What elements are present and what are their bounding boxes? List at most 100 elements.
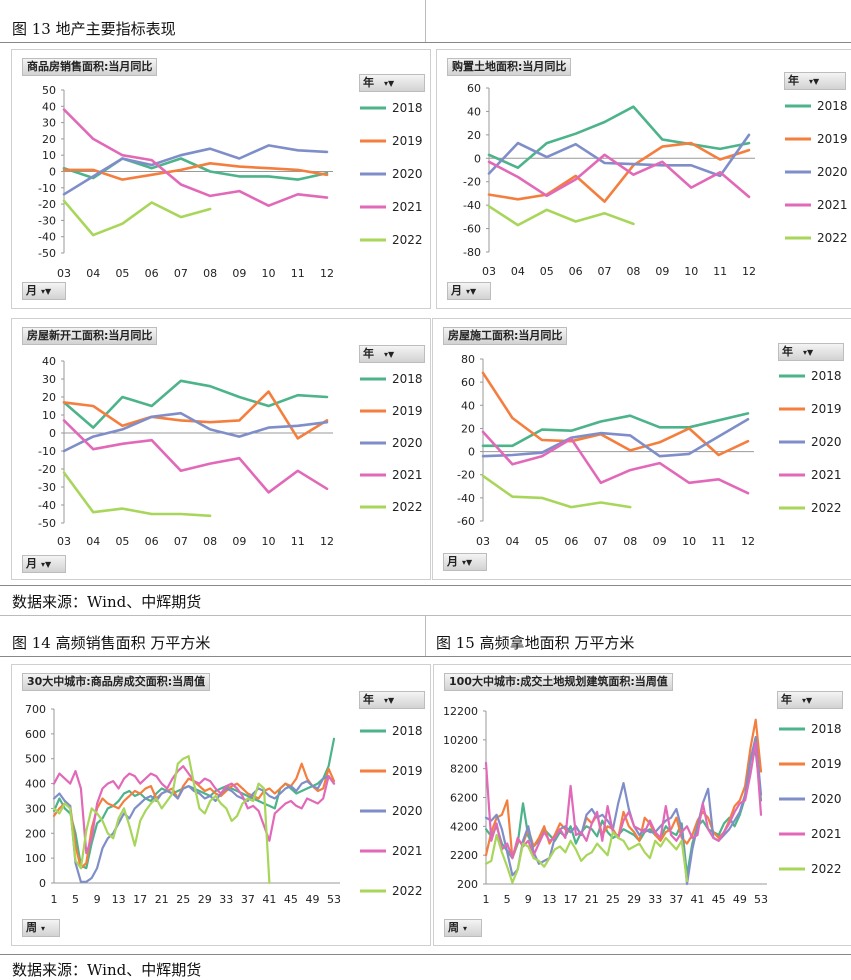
y-tick-label: -20	[457, 469, 475, 482]
legend-label-2018[interactable]: 2018	[392, 372, 423, 386]
legend-label-2022[interactable]: 2022	[811, 862, 842, 876]
x-tick-label: 07	[174, 535, 188, 548]
axis-month-filter-button[interactable]: 月 ▾▼	[447, 282, 491, 300]
series-line-2020	[484, 735, 763, 886]
series-line-2022	[62, 471, 212, 518]
x-tick-label: 11	[712, 535, 726, 548]
legend-label-2022[interactable]: 2022	[392, 233, 423, 247]
legend-label-2020[interactable]: 2020	[392, 436, 423, 450]
series-line-2022	[484, 831, 689, 884]
x-tick-label: 17	[133, 893, 147, 906]
weekly-land-chart: 12200 10200 8200 6200 4200 2200 200 1 5 9 13 17 21 25…	[443, 705, 842, 906]
legend-label-2018[interactable]: 2018	[392, 101, 423, 115]
legend-label-2022[interactable]: 2022	[817, 231, 848, 245]
legend-year-filter-button[interactable]: 年 ▾▼	[784, 72, 846, 90]
legend-year-filter-button[interactable]: 年 ▾▼	[359, 74, 425, 92]
legend-label-2018[interactable]: 2018	[811, 722, 842, 736]
chart-panel-land-purchase: 购置土地面积:当月同比 60 40 20 0 -20 -40 -60 -80 03 04 05 06 0…	[436, 49, 851, 309]
axis-week-filter-button[interactable]: 周 ▾	[22, 919, 60, 937]
axis-month-label: 月	[26, 557, 37, 570]
filter-funnel-icon: ▾▼	[384, 79, 395, 88]
legend-label-2021[interactable]: 2021	[392, 200, 423, 214]
y-tick-label: -60	[457, 515, 475, 528]
legend-label-2022[interactable]: 2022	[392, 500, 423, 514]
chart-title-sales-area: 商品房销售面积:当月同比	[22, 58, 158, 76]
filter-funnel-icon: ▾▼	[41, 287, 52, 296]
legend-label-2020[interactable]: 2020	[392, 167, 423, 181]
series-line-2021	[62, 108, 329, 207]
axis-week-filter-button[interactable]: 周 ▾	[444, 919, 482, 937]
axis-month-filter-button[interactable]: 月 ▾▼	[443, 553, 487, 571]
x-tick-label: 29	[198, 893, 212, 906]
series-line-2022	[481, 474, 632, 509]
legend-year-label: 年	[363, 347, 374, 360]
chart-title-new-starts: 房屋新开工面积:当月同比	[22, 327, 158, 345]
x-tick-label: 21	[155, 893, 169, 906]
legend-label-2022[interactable]: 2022	[392, 884, 423, 898]
legend-label-2018[interactable]: 2018	[392, 724, 423, 738]
legend-label-2020[interactable]: 2020	[817, 165, 848, 179]
x-tick-label: 09	[232, 535, 246, 548]
x-tick-label: 04	[511, 265, 525, 278]
y-tick-label: -20	[38, 198, 56, 211]
series-line-2020	[62, 411, 329, 453]
legend-label-2021[interactable]: 2021	[392, 844, 423, 858]
legend-label-2020[interactable]: 2020	[811, 792, 842, 806]
axis-month-filter-button[interactable]: 月 ▾▼	[22, 282, 66, 300]
series-line-2021	[484, 741, 763, 860]
legend-label-2018[interactable]: 2018	[811, 369, 842, 383]
legend-label-2019[interactable]: 2019	[392, 404, 423, 418]
chart-panel-sales-area: 商品房销售面积:当月同比 50 40 30 20 10 0 -10 -20 -30 -40 -50 0…	[11, 49, 431, 309]
series-line-2019	[487, 141, 751, 203]
legend-label-2019[interactable]: 2019	[392, 134, 423, 148]
legend-label-2021[interactable]: 2021	[817, 198, 848, 212]
legend-year-filter-button[interactable]: 年 ▾▼	[778, 343, 844, 361]
x-tick-label: 45	[284, 893, 298, 906]
series-line-2018	[62, 379, 329, 429]
x-tick-label: 13	[542, 893, 556, 906]
y-tick-label: 300	[25, 802, 46, 815]
series-line-2022	[52, 755, 271, 885]
legend-label-2019[interactable]: 2019	[811, 402, 842, 416]
y-tick-label: -80	[463, 246, 481, 259]
x-tick-label: 08	[626, 265, 640, 278]
legend-label-2020[interactable]: 2020	[811, 435, 842, 449]
legend-label-2022[interactable]: 2022	[811, 501, 842, 515]
x-tick-label: 12	[741, 535, 755, 548]
chart-title-under-construction: 房屋施工面积:当月同比	[443, 327, 568, 345]
legend-label-2019[interactable]: 2019	[811, 757, 842, 771]
x-tick-label: 07	[594, 535, 608, 548]
legend-label-2019[interactable]: 2019	[817, 132, 848, 146]
legend-label-2018[interactable]: 2018	[817, 99, 848, 113]
axis-month-filter-button[interactable]: 月 ▾▼	[22, 555, 66, 573]
legend-year-filter-button[interactable]: 年 ▾▼	[359, 345, 425, 363]
chevron-down-icon: ▾	[41, 924, 46, 933]
x-tick-label: 05	[540, 265, 554, 278]
source-rule-bottom	[0, 954, 851, 955]
legend-label-2019[interactable]: 2019	[392, 764, 423, 778]
x-tick-label: 10	[262, 535, 276, 548]
legend-label-2021[interactable]: 2021	[811, 468, 842, 482]
series-line-2019	[481, 371, 750, 457]
series-line-2020	[52, 774, 336, 883]
legend-label-2020[interactable]: 2020	[392, 804, 423, 818]
x-tick-label: 21	[585, 893, 599, 906]
x-tick-label: 11	[291, 267, 305, 280]
legend-label-2021[interactable]: 2021	[392, 468, 423, 482]
legend-year-filter-button[interactable]: 年 ▾▼	[777, 691, 843, 709]
y-tick-label: -50	[38, 517, 56, 530]
x-tick-label: 05	[115, 267, 129, 280]
y-tick-label: 200	[457, 878, 478, 891]
legend-label-2021[interactable]: 2021	[811, 827, 842, 841]
chart-panel-under-construction: 房屋施工面积:当月同比 80 60 40 20 0 -20 -40 -60 03 04 05 06 07…	[432, 318, 851, 580]
source-rule-top	[0, 585, 851, 586]
x-tick-label: 08	[623, 535, 637, 548]
x-tick-label: 09	[232, 267, 246, 280]
x-tick-label: 03	[482, 265, 496, 278]
series-line-2020	[487, 133, 751, 178]
x-tick-label: 12	[742, 265, 756, 278]
chart-panel-weekly-land: 100大中城市:成交土地规划建筑面积:当周值 12200 10200 8200 620…	[433, 664, 851, 946]
legend-year-filter-button[interactable]: 年 ▾▼	[359, 691, 425, 709]
x-tick-label: 10	[682, 535, 696, 548]
series-line-2020	[481, 417, 750, 458]
